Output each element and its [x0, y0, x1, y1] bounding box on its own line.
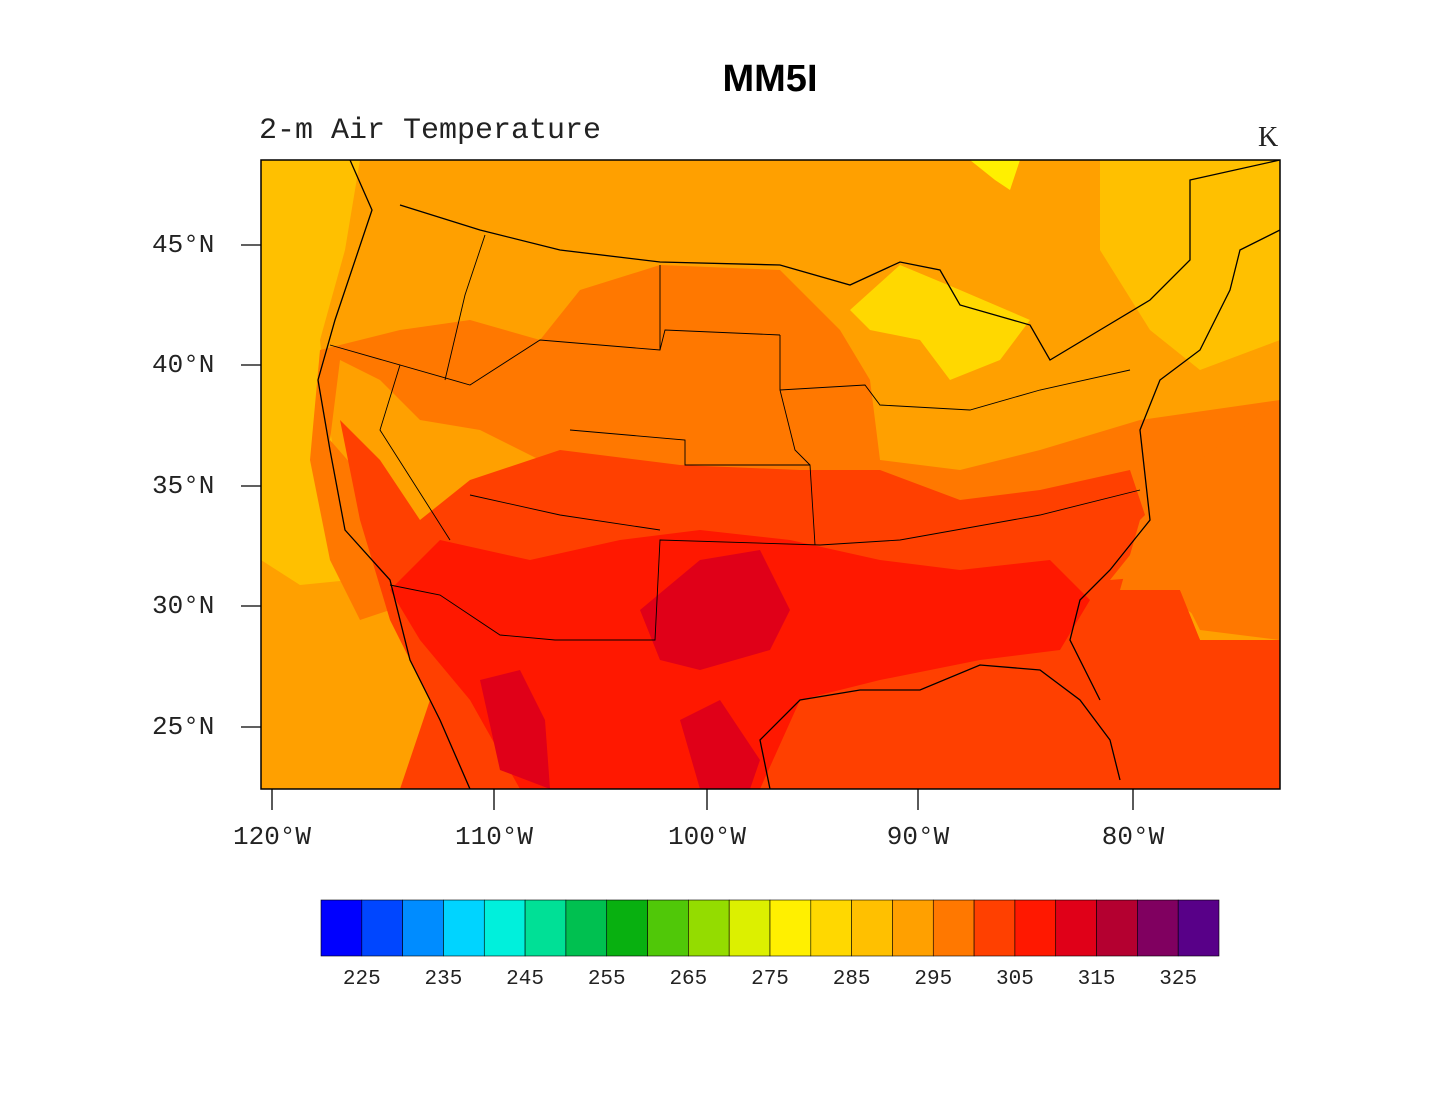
- colorbar-swatch: [1055, 899, 1097, 957]
- lat-tick-label: 30°N: [152, 591, 215, 621]
- colorbar-swatch: [1137, 899, 1179, 957]
- coastline-and-borders: [317, 160, 1280, 789]
- northeast-zone: [1100, 160, 1280, 370]
- colorbar-label: 275: [751, 968, 789, 991]
- colorbar: [320, 899, 1220, 957]
- colorbar-swatch: [851, 899, 893, 957]
- colorbar-swatch: [483, 899, 526, 957]
- colorbar-swatch: [1177, 899, 1220, 957]
- colorbar-swatch: [320, 899, 363, 957]
- colorbar-label: 295: [914, 968, 953, 991]
- colorbar-swatch: [524, 899, 567, 957]
- lon-tick-label: 120°W: [232, 822, 312, 852]
- lat-tick-label: 45°N: [152, 230, 215, 260]
- field-310: [390, 530, 1090, 789]
- figure-title: MM5I: [722, 58, 818, 100]
- colorbar-swatch: [728, 899, 771, 957]
- colorbar-swatch: [443, 899, 485, 957]
- colorbar-swatch: [973, 899, 1016, 957]
- great-lakes-cool-zone: [850, 265, 1030, 380]
- gulfstream-zone: [1100, 575, 1280, 789]
- lat-tick-label: 35°N: [152, 471, 215, 501]
- field-315-south: [680, 700, 760, 789]
- plot-frame: [260, 159, 1281, 790]
- colorbar-swatch: [932, 899, 975, 957]
- lon-tick-label: 110°W: [454, 822, 534, 852]
- colorbar-label: 235: [424, 968, 463, 991]
- colorbar-swatch: [606, 899, 648, 957]
- colorbar-label: 305: [996, 968, 1034, 991]
- colorbar-swatch: [688, 899, 730, 957]
- colorbar-label: 225: [342, 968, 381, 991]
- lon-tick-label: 80°W: [1101, 822, 1165, 852]
- colorbar-swatch: [402, 899, 444, 957]
- colorbar-label: 265: [669, 968, 708, 991]
- lat-tick-label: 25°N: [152, 712, 215, 742]
- axis-ticks: [241, 244, 1134, 810]
- colorbar-label: 325: [1159, 968, 1198, 991]
- colorbar-label: 285: [832, 968, 871, 991]
- canada-cold-patch: [970, 160, 1020, 190]
- field-315-texas: [640, 550, 790, 670]
- colorbar-swatch: [1096, 899, 1138, 957]
- colorbar-swatch: [892, 899, 934, 957]
- colorbar-label: 255: [587, 968, 626, 991]
- variable-label: 2-m Air Temperature: [259, 114, 602, 148]
- lon-tick-label: 100°W: [667, 822, 747, 852]
- colorbar-swatch: [769, 899, 812, 957]
- colorbar-swatch: [647, 899, 689, 957]
- colorbar-label: 315: [1077, 968, 1116, 991]
- state-borders: [329, 234, 1141, 641]
- lat-tick-label: 40°N: [152, 350, 215, 380]
- lon-tick-label: 90°W: [886, 822, 950, 852]
- colorbar-swatch: [810, 899, 852, 957]
- atlantic-zone: [1120, 400, 1280, 640]
- temperature-field: [261, 160, 1280, 789]
- colorbar-label: 245: [506, 968, 544, 991]
- units-label: K: [1258, 122, 1279, 153]
- field-315-mexico: [480, 670, 550, 789]
- colorbar-swatch: [361, 899, 403, 957]
- colorbar-swatch: [1014, 899, 1057, 957]
- colorbar-swatch: [565, 899, 608, 957]
